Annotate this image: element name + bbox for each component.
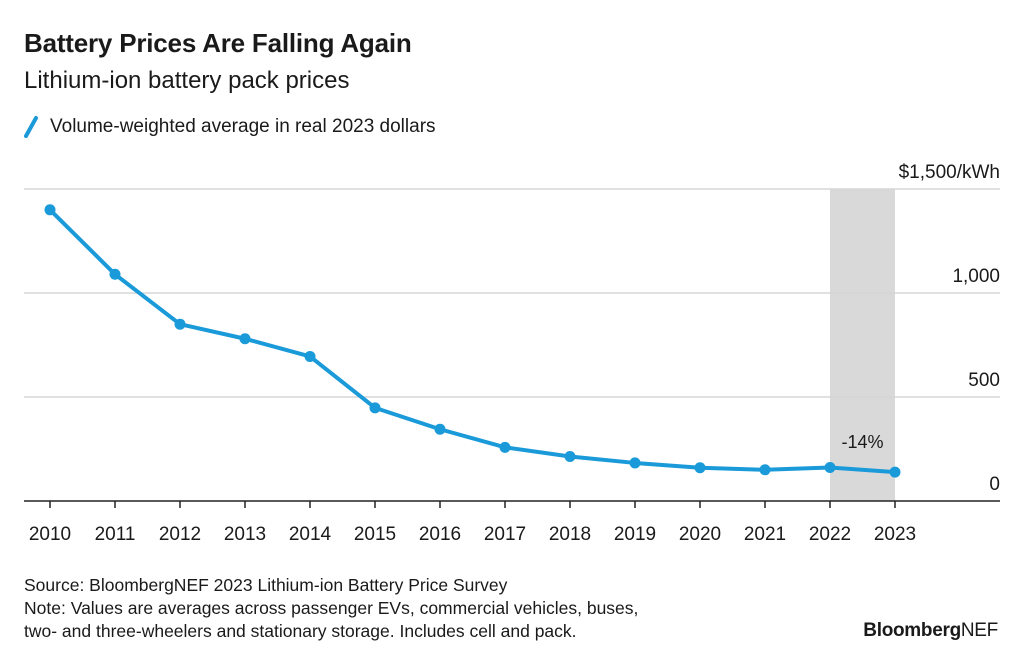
highlight-band: [830, 189, 895, 501]
x-tick-label: 2014: [289, 524, 332, 545]
x-tick-label: 2013: [224, 524, 266, 545]
y-tick-label: $1,500/kWh: [899, 162, 1000, 183]
brand-logo-light: NEF: [960, 620, 998, 641]
data-point: [304, 350, 316, 362]
annotation-label: -14%: [841, 432, 883, 452]
brand-logo-bold: Bloomberg: [863, 620, 961, 641]
legend-line-swatch: [24, 116, 38, 138]
data-point: [889, 466, 901, 478]
chart-subtitle: Lithium-ion battery pack prices: [24, 67, 350, 94]
data-point: [44, 204, 56, 216]
data-point: [629, 457, 641, 469]
note-line-2: two- and three-wheelers and stationary s…: [24, 621, 577, 641]
x-tick-label: 2015: [354, 524, 396, 545]
data-point: [564, 450, 576, 462]
chart-title: Battery Prices Are Falling Again: [24, 28, 412, 58]
series-line: [48, 207, 897, 475]
data-point: [694, 462, 706, 474]
y-tick-label: 0: [989, 474, 1000, 495]
legend-label: Volume-weighted average in real 2023 dol…: [50, 116, 436, 137]
data-point: [174, 318, 186, 330]
note-line-1: Note: Values are averages across passeng…: [24, 598, 639, 618]
x-tick-label: 2023: [874, 524, 916, 545]
y-tick-label: 500: [968, 370, 1000, 391]
x-tick-label: 2018: [549, 524, 591, 545]
x-tick-label: 2022: [809, 524, 851, 545]
y-tick-label: 1,000: [952, 266, 1000, 287]
source-text: Source: BloombergNEF 2023 Lithium-ion Ba…: [24, 575, 508, 595]
legend: Volume-weighted average in real 2023 dol…: [24, 116, 436, 138]
x-tick-label: 2019: [614, 524, 656, 545]
data-point: [824, 462, 836, 474]
data-point: [239, 333, 251, 345]
x-tick-label: 2021: [744, 524, 786, 545]
data-point: [434, 423, 446, 435]
x-tick-label: 2016: [419, 524, 461, 545]
x-tick-label: 2017: [484, 524, 526, 545]
line-chart: 0 500 1,000 $1,500/kWh 2010 2011 2012 2013 2014 2…: [24, 162, 1000, 545]
x-tick-label: 2011: [95, 524, 136, 545]
footer: Source: BloombergNEF 2023 Lithium-ion Ba…: [24, 574, 638, 643]
x-tick-label: 2020: [679, 524, 721, 545]
data-point: [759, 464, 771, 476]
x-tick-label: 2010: [29, 524, 71, 545]
brand-logo: BloombergNEF: [863, 620, 998, 642]
data-point: [499, 441, 511, 453]
x-tick-label: 2012: [159, 524, 201, 545]
data-point: [369, 402, 381, 414]
data-point: [109, 268, 121, 280]
